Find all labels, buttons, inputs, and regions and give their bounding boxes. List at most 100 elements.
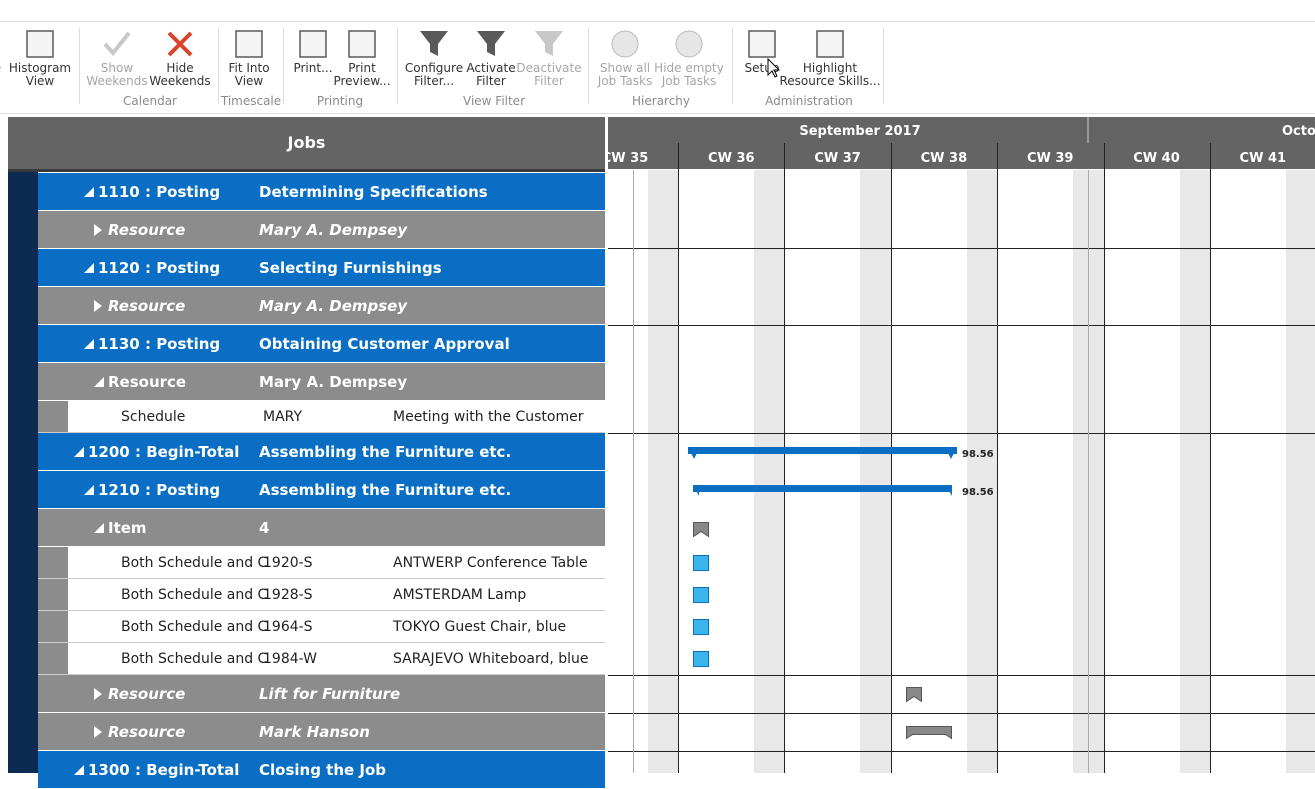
grid-row[interactable]: Resource Mary A. Dempsey (38, 211, 605, 249)
grid-row[interactable]: Both Schedule and C 1920-S ANTWERP Confere… (38, 547, 605, 579)
grid-row[interactable]: 1300 : Begin-Total Closing the Job (38, 751, 605, 789)
grid-row[interactable]: 1110 : Posting Determining Specifications (38, 173, 605, 211)
grid-row[interactable]: Item 4 (38, 509, 605, 547)
button-icon (167, 31, 193, 57)
button-icon (26, 30, 54, 58)
cell-text: 1300 : Begin-Total (88, 760, 240, 779)
button-label: Hide empty (654, 61, 724, 75)
grid-row[interactable]: Both Schedule and C 1928-S AMSTERDAM Lamp (38, 579, 605, 611)
bar-label: 98.56 (962, 487, 994, 498)
button-label: Setup (744, 61, 780, 75)
cell-text: Closing the Job (259, 760, 387, 779)
expander[interactable] (74, 446, 84, 457)
grid-row[interactable]: Both Schedule and C 1984-W SARAJEVO Whiteb… (38, 643, 605, 675)
grid-row[interactable]: Resource Lift for Furniture (38, 675, 605, 713)
week-label: CW 41 (1240, 151, 1287, 166)
cell-text: Assembling the Furniture etc. (259, 442, 512, 461)
expander[interactable] (84, 338, 94, 349)
ribbon-button[interactable]: Deactivate Filter (516, 62, 581, 88)
button-icon (477, 31, 505, 56)
expander[interactable] (84, 186, 94, 197)
expander[interactable] (84, 262, 94, 273)
button-label: View (234, 74, 264, 88)
cell-text: Obtaining Customer Approval (259, 334, 510, 353)
ribbon-button[interactable]: Fit Into View (228, 62, 269, 88)
ribbon-button[interactable]: Hide Weekends (149, 62, 210, 88)
group-label: View Filter (462, 94, 526, 108)
ribbon-button[interactable]: Setup (745, 62, 780, 75)
ribbon-button[interactable]: Show all Job Tasks (598, 62, 652, 88)
ribbon-button[interactable]: Show Weekends (86, 62, 147, 88)
cell-text: Selecting Furnishings (259, 258, 442, 277)
cell-text: Mary A. Dempsey (259, 296, 408, 315)
grid-row[interactable]: Schedule MARY Meeting with the Customer (38, 401, 605, 433)
grid-row[interactable]: Resource Mark Hanson (38, 713, 605, 751)
expander[interactable] (94, 223, 102, 236)
group-label: Calendar (123, 94, 177, 108)
cell-text: Both Schedule and C (121, 554, 268, 571)
expander[interactable] (94, 376, 104, 387)
grid-row[interactable]: Resource Mary A. Dempsey (38, 287, 605, 325)
button-label: Activate (466, 61, 516, 75)
grid-row[interactable]: Both Schedule and C 1964-S TOKYO Guest Cha… (38, 611, 605, 643)
button-label: Preview... (333, 74, 391, 88)
row-indicator (38, 579, 68, 610)
group-label: Printing (316, 94, 364, 108)
expander[interactable] (94, 725, 102, 738)
week-label: CW 37 (814, 151, 861, 166)
cell-text: Resource (108, 372, 187, 391)
cell-text: Both Schedule and C (121, 650, 268, 667)
cell-text: Item (108, 518, 147, 537)
week-label: CW 39 (1027, 151, 1074, 166)
cell-text: 1200 : Begin-Total (88, 442, 240, 461)
ribbon-button[interactable]: Configure Filter... (405, 62, 463, 88)
button-icon (420, 31, 448, 56)
cell-text: Determining Specifications (259, 182, 488, 201)
row-indicator (38, 643, 68, 674)
expander[interactable] (94, 687, 102, 700)
button-label: Histogram (8, 61, 72, 75)
expander[interactable] (84, 484, 94, 495)
expander[interactable] (94, 522, 104, 533)
button-label: Weekends (86, 74, 148, 88)
row-indicator (38, 401, 68, 432)
cell-text: AMSTERDAM Lamp (393, 586, 527, 603)
grid-row[interactable]: 1210 : Posting Assembling the Furniture e… (38, 471, 605, 509)
ribbon-button[interactable]: Highlight Resource Skills... (779, 62, 880, 88)
ribbon-button[interactable]: Print Preview... (333, 62, 390, 88)
cell-text: Mary A. Dempsey (259, 220, 408, 239)
button-icon (235, 30, 263, 58)
group-label: Administration (765, 94, 853, 108)
ribbon-button[interactable]: Activate Filter (466, 62, 515, 88)
ribbon-icons (26, 28, 884, 104)
cell-text: 1120 : Posting (98, 258, 221, 277)
cell-text: 1984-W (263, 650, 317, 667)
grid-row[interactable]: 1200 : Begin-Total Assembling the Furnitu… (38, 433, 605, 471)
cell-text: Resource (108, 684, 186, 703)
button-label: Filter (534, 74, 564, 88)
ribbon-button[interactable]: Hide empty Job Tasks (654, 62, 724, 88)
button-label: Deactivate (516, 61, 582, 75)
button-label: Configure (404, 61, 464, 75)
cell-text: Mark Hanson (259, 722, 370, 741)
button-label: Resource Skills... (779, 74, 881, 88)
ribbon-button[interactable]: Histogram View (9, 62, 71, 88)
week-label: CW 36 (708, 151, 755, 166)
cell-text: SARAJEVO Whiteboard, blue (393, 650, 589, 667)
cell-text: 1210 : Posting (98, 480, 221, 499)
button-label: Print... (293, 61, 333, 75)
group-label: Hierarchy (631, 94, 691, 108)
ribbon-button[interactable]: e (0, 62, 1, 75)
button-label: Show (100, 61, 134, 75)
expander[interactable] (94, 299, 102, 312)
grid-row[interactable]: 1130 : Posting Obtaining Customer Approva… (38, 325, 605, 363)
cell-text: 1130 : Posting (98, 334, 221, 353)
ribbon-button[interactable]: Print... (293, 62, 332, 75)
button-icon (103, 31, 131, 57)
cell-text: Resource (108, 296, 186, 315)
grid-row[interactable]: 1120 : Posting Selecting Furnishings (38, 249, 605, 287)
row-indicator (38, 611, 68, 642)
grid-row[interactable]: Resource Mary A. Dempsey (38, 363, 605, 401)
expander[interactable] (74, 764, 84, 775)
button-icon (611, 30, 639, 58)
